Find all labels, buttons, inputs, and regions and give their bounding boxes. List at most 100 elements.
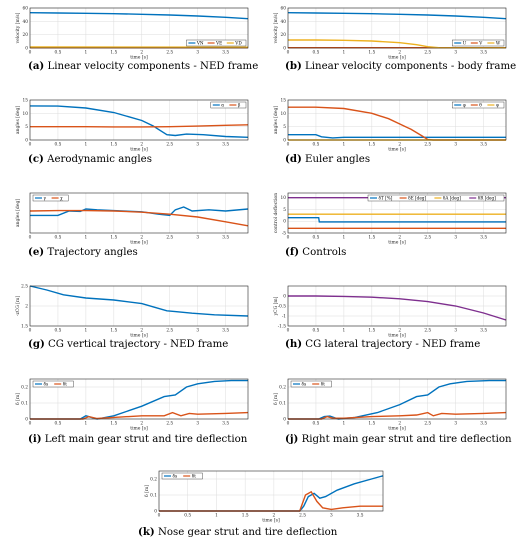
x-tick-label: 3 [454, 422, 457, 427]
x-axis-label: time [s] [130, 240, 148, 246]
legend-label: VN [196, 41, 204, 46]
chart-svg: 0 0.5 1 1.5 2 2.5 3 3.5 0 20 40 60 time [s] velocity … [273, 7, 507, 61]
y-tick-label: -1 [282, 315, 286, 320]
x-tick-label: 2.5 [424, 143, 431, 148]
x-tick-label: 0 [287, 51, 290, 56]
legend-label: VD [234, 41, 242, 46]
x-tick-label: 2.5 [166, 422, 173, 427]
x-tick-label: 2.5 [166, 51, 173, 56]
axes-box [29, 7, 249, 49]
x-tick-label: 2.5 [424, 51, 431, 56]
legend-label: V [478, 41, 483, 46]
x-tick-label: 1 [85, 51, 88, 56]
panel-caption: (h) CG lateral trajectory - NED frame [285, 339, 480, 350]
x-axis-label: time [s] [262, 518, 280, 524]
x-tick-label: 2 [140, 143, 143, 148]
caption-text: Right main gear strut and tire deflectio… [298, 434, 512, 445]
x-tick-label: 2.5 [166, 236, 173, 241]
chart-svg: 0 0.5 1 1.5 2 2.5 3 3.5 0 0.1 0.2 time [s] δ [m] δs δt [15, 378, 249, 432]
x-tick-label: 2 [398, 329, 401, 334]
x-tick-label: 1.5 [242, 514, 249, 519]
series-line-0 [29, 105, 249, 138]
y-tick-label: 2 [25, 305, 28, 310]
y-tick-label: 40 [281, 20, 287, 25]
x-tick-label: 0 [287, 329, 290, 334]
series-line-0 [29, 285, 249, 317]
axes-box [29, 285, 249, 327]
chart-svg: 0 0.5 1 1.5 2 2.5 3 3.5 -1.5 -1 -0.5 0 time [s] yCG [… [273, 285, 507, 339]
legend-label: δt [321, 382, 326, 387]
x-tick-label: 3 [196, 51, 199, 56]
x-tick-label: 2 [398, 422, 401, 427]
panel-caption: (i) Left main gear strut and tire deflec… [28, 434, 247, 445]
x-tick-label: 0.5 [313, 329, 320, 334]
x-tick-label: 3.5 [480, 422, 487, 427]
legend-box [32, 194, 69, 202]
y-tick-label: 0 [283, 295, 286, 300]
chart-svg: 0 0.5 1 1.5 2 2.5 3 3.5 0 5 10 15 time [s] angles [de… [15, 99, 249, 153]
y-tick-label: 15 [23, 99, 29, 104]
legend-label: δt [63, 382, 68, 387]
series-line-1 [288, 411, 507, 420]
y-tick-label: 60 [23, 7, 29, 12]
x-axis-label: time [s] [388, 147, 406, 153]
panel-caption: (d) Euler angles [285, 154, 370, 165]
y-tick-label: 10 [281, 112, 287, 117]
x-tick-label: 1.5 [368, 236, 375, 241]
x-tick-label: 3 [454, 329, 457, 334]
x-axis-label: time [s] [130, 147, 148, 153]
y-tick-label: 0 [25, 139, 28, 144]
legend-box [451, 39, 505, 47]
axes-box [287, 7, 507, 49]
caption-letter: (d) [285, 153, 302, 165]
y-axis-label: δ [m] [273, 393, 279, 405]
y-tick-label: 0 [283, 139, 286, 144]
series-line-0 [159, 475, 384, 512]
chart-svg: 0 0.5 1 1.5 2 2.5 3 3.5 0 0.1 0.2 time [s] δ [m] δs δt [273, 378, 507, 432]
caption-text: Aerodynamic angles [43, 154, 152, 165]
caption-letter: (j) [285, 433, 299, 445]
caption-letter: (e) [28, 246, 45, 258]
x-tick-label: 1 [343, 143, 346, 148]
legend-label: δs [302, 382, 307, 387]
chart-panel-7: 0 0.5 1 1.5 2 2.5 3 3.5 -1.5 -1 -0.5 0 time [s] yCG [… [273, 285, 507, 339]
x-tick-label: 2 [398, 236, 401, 241]
legend: U V W [451, 39, 505, 47]
y-tick-label: 60 [281, 7, 287, 12]
legend-box [161, 472, 203, 480]
chart-panel-1: 0 0.5 1 1.5 2 2.5 3 3.5 0 20 40 60 time [s] velocity … [273, 7, 507, 61]
y-tick-label: 40 [23, 20, 29, 25]
chart-svg: 0 0.5 1 1.5 2 2.5 3 3.5 1.5 2 2.5 time [s] -zCG [m] [15, 285, 249, 339]
y-tick-label: -1.5 [278, 325, 287, 330]
caption-text: Nose gear strut and tire deflection [154, 527, 338, 538]
y-axis-label: angles [deg] [15, 199, 21, 227]
y-tick-label: 1.5 [21, 325, 28, 330]
x-tick-label: 3 [454, 51, 457, 56]
chart-panel-5: 0 0.5 1 1.5 2 2.5 3 3.5 -5 0 5 10 time [s] control de… [273, 192, 507, 246]
x-tick-label: 3.5 [480, 143, 487, 148]
panel-caption: (j) Right main gear strut and tire defle… [285, 434, 512, 445]
panel-caption: (e) Trajectory angles [28, 247, 138, 258]
x-tick-label: 1 [85, 329, 88, 334]
x-tick-label: 0.5 [55, 236, 62, 241]
series-line-0 [29, 12, 249, 20]
x-tick-label: 3 [454, 143, 457, 148]
legend-label: VE [215, 41, 222, 46]
series-line-0 [288, 295, 507, 321]
chart-panel-8: 0 0.5 1 1.5 2 2.5 3 3.5 0 0.1 0.2 time [s] δ [m] δs δt [15, 378, 249, 432]
caption-letter: (a) [28, 60, 45, 72]
legend-label: θ [479, 103, 482, 108]
y-axis-label: control deflection [273, 193, 279, 233]
y-tick-label: -0.5 [278, 305, 287, 310]
x-tick-label: 2 [273, 514, 276, 519]
x-tick-label: 2.5 [424, 236, 431, 241]
y-axis-label: velocity [m/s] [273, 12, 279, 44]
chart-svg: 0 0.5 1 1.5 2 2.5 3 3.5 0 5 10 15 time [s] angles [de… [273, 99, 507, 153]
axes-box [29, 192, 249, 234]
x-tick-label: 0 [29, 143, 32, 148]
x-tick-label: 1 [215, 514, 218, 519]
y-tick-label: 0 [283, 418, 286, 423]
x-tick-label: 1.5 [110, 143, 117, 148]
